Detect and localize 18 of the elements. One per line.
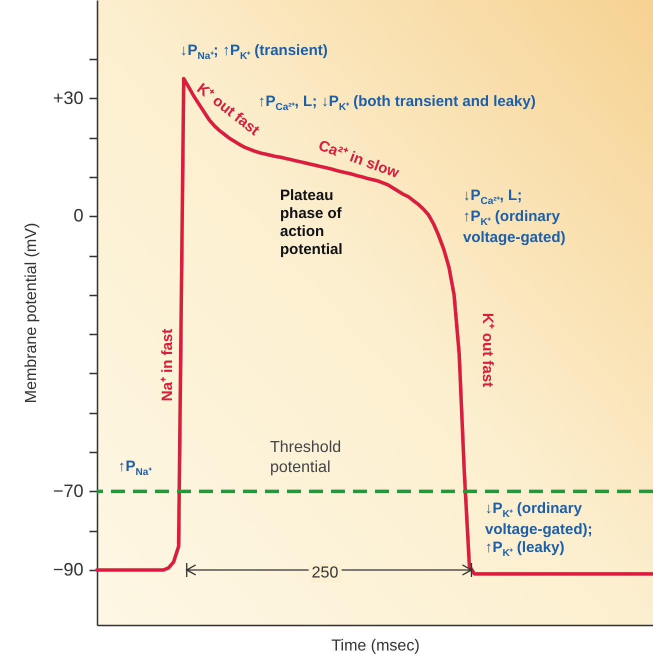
y-axis-title: Membrane potential (mV) (22, 222, 40, 404)
annotation: ↓P$_{Na⁺}$; ↑P$_{K⁺}$ (transient) (180, 42, 328, 63)
y-tick-label: +30 (52, 88, 84, 108)
line-series (95, 76, 653, 576)
annotation: Na⁺ in fast (159, 328, 177, 402)
annotation: K⁺ out fast (478, 312, 496, 388)
y-tick-label: −90 (52, 559, 84, 580)
y-tick-label: 0 (73, 206, 84, 226)
y-tick-label: −70 (52, 480, 84, 501)
annotation: Ca²⁺ in slow (316, 137, 402, 183)
ref-line-label: Threshold potential (270, 438, 342, 477)
x-axis-title: Time (msec) (331, 638, 420, 654)
annotation: ↑P$_{Na⁺}$ (118, 458, 152, 479)
annotation: ↓P$_{K⁺}$ (ordinary voltage-gated); ↑P$_{K⁺}$ (leaky) (485, 500, 593, 560)
text: ↓P$_{Ca²⁺}$, L; ↑P$_{K⁺}$ (ordinary voltage-gated) (463, 187, 566, 246)
annotation: ↑P$_{Ca²⁺}$, L; ↓P$_{K⁺}$ (both transient and leaky) (258, 93, 536, 113)
annotation: Plateau phase of action potential (280, 187, 342, 259)
annotation: 250 (308, 563, 342, 583)
